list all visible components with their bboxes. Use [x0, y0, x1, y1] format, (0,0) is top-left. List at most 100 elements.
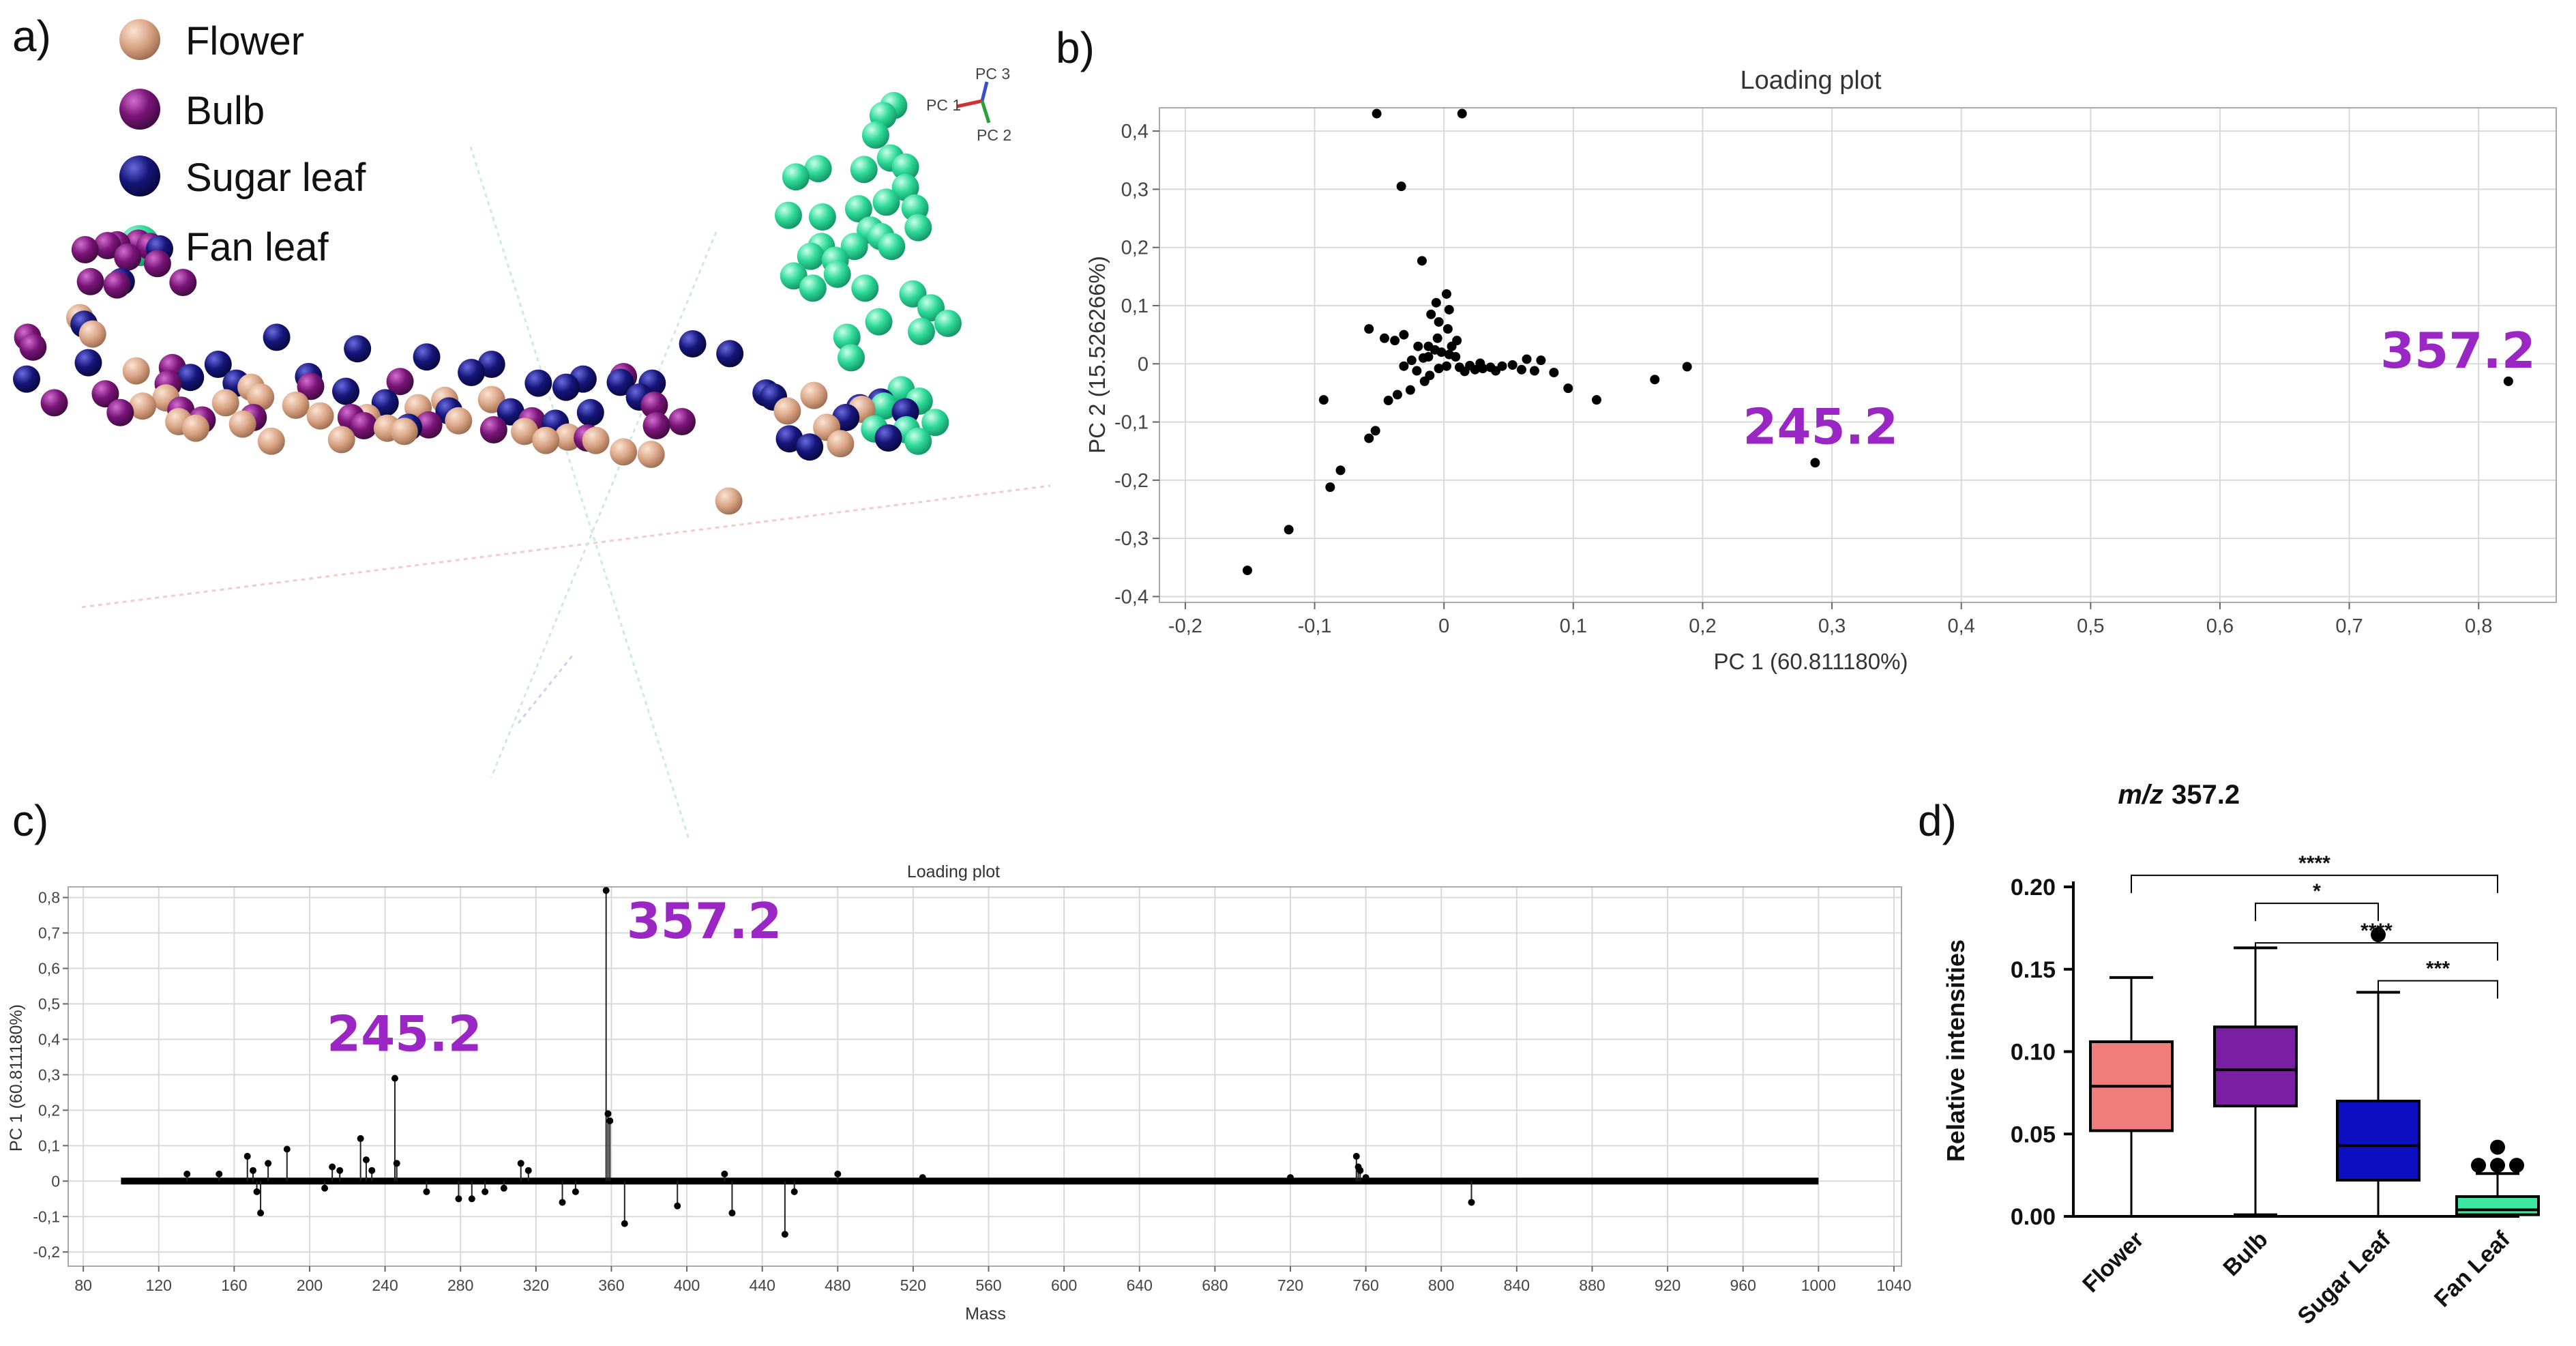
d-title-mz: m/z: [2118, 780, 2163, 810]
sphere-bulb-7: [114, 243, 142, 271]
c-xtick-label-13: 600: [1051, 1276, 1077, 1294]
sphere-sugar-leaf-16: [458, 359, 486, 386]
c-annotation-245: 245.2: [327, 1006, 482, 1063]
c-xtick-label-15: 680: [1202, 1276, 1228, 1294]
panel-b-loading-plot: b) Loading plot -0,2 -0,1 0 0,1 0,2 0,3 0,4 0,5…: [1056, 23, 2557, 674]
b-point-40: [1650, 375, 1660, 385]
c-peak-point-28: [559, 1199, 566, 1206]
b-annotation-245: 245.2: [1743, 398, 1898, 455]
c-xtick-label-7: 360: [598, 1276, 624, 1294]
b-ytick-label-4: 0: [1138, 353, 1149, 375]
sphere-sugar-leaf-27: [679, 330, 707, 357]
b-title: Loading plot: [1740, 66, 1882, 95]
c-peak-point-11: [329, 1163, 336, 1171]
b-point-1: [1457, 108, 1467, 119]
b-xtick-label-4: 0,2: [1689, 615, 1716, 637]
d-box-fan-leaf: [2455, 1195, 2540, 1216]
b-point-46: [1318, 395, 1329, 405]
b-ytick-label-6: 0,2: [1121, 237, 1149, 259]
legend-swatch-bulb: [119, 89, 160, 130]
c-peak-point-32: [482, 1188, 489, 1195]
sphere-bulb-31: [668, 408, 696, 435]
b-point-10: [1364, 324, 1374, 334]
legend-label-bulb: Bulb: [186, 89, 265, 133]
gizmo-label-pc1: PC 1: [926, 96, 961, 114]
c-peak-point-35: [423, 1188, 430, 1195]
sphere-sugar-leaf-2: [74, 349, 102, 377]
sphere-bulb-14: [103, 271, 131, 299]
sphere-sugar-leaf-31: [796, 433, 824, 461]
sphere-bulb-29: [640, 392, 668, 419]
sphere-fan-leaf-30: [907, 318, 935, 345]
legend-panel-a: Flower Bulb Sugar leaf Fan leaf: [119, 19, 366, 269]
sphere-fan-leaf-23: [799, 274, 827, 302]
b-point-48: [1364, 433, 1374, 443]
c-peak-point-15: [524, 1167, 532, 1174]
d-category-label-fan-leaf: Fan Leaf: [2429, 1226, 2515, 1312]
sphere-bulb-10: [143, 250, 171, 278]
d-significance-brackets: ************: [2131, 852, 2498, 999]
d-ytick-label-1: 0.05: [2011, 1122, 2056, 1147]
c-peak-point-19: [183, 1170, 191, 1177]
d-boxes: [2089, 927, 2540, 1218]
d-box-sugar-leaf: [2336, 1099, 2420, 1182]
b-point-57: [1432, 333, 1442, 343]
b-xtick-label-9: 0,7: [2335, 615, 2363, 637]
b-point-5: [1431, 297, 1441, 308]
panel-d-boxplot: d) m/z 357.2 0.000.050.100.150.20 ******…: [1918, 780, 2540, 1330]
d-category-labels: Flower Bulb Sugar Leaf Fan Leaf: [2077, 1226, 2515, 1330]
d-ytick-label-4: 0.20: [2011, 875, 2056, 901]
scores-spheres: [13, 91, 962, 515]
b-xtick-label-3: 0,1: [1560, 615, 1587, 637]
sphere-flower-7: [211, 389, 239, 417]
c-peak-point-8: [265, 1160, 272, 1167]
sphere-sugar-leaf-21: [552, 373, 580, 401]
d-outlier-fan-leaf-2: [2509, 1158, 2524, 1173]
c-peak-point-18: [1357, 1167, 1364, 1174]
sphere-bulb-1: [19, 333, 47, 361]
c-xtick-label-11: 520: [900, 1276, 926, 1294]
sphere-fan-leaf-25: [851, 274, 879, 302]
b-point-51: [1284, 525, 1294, 535]
d-sig-bracket-1: [2255, 903, 2379, 922]
sphere-flower-25: [582, 426, 610, 454]
sphere-fan-leaf-2: [861, 121, 889, 149]
3d-axes-lines: [81, 146, 1051, 840]
d-outlier-fan-leaf-1: [2490, 1158, 2505, 1173]
c-plot-frame: [68, 886, 1902, 1267]
c-ytick-label-4: 0,2: [38, 1101, 60, 1119]
sphere-fan-leaf-4: [891, 153, 919, 181]
c-peak-point-3: [391, 1074, 398, 1082]
sphere-flower-13: [306, 402, 334, 430]
sphere-flower-6: [182, 414, 210, 442]
c-xtick-label-9: 440: [749, 1276, 775, 1294]
sphere-flower-11: [257, 427, 285, 455]
sphere-fan-leaf-12: [891, 173, 919, 201]
b-point-4: [1441, 289, 1451, 299]
c-xtick-label-14: 640: [1127, 1276, 1153, 1294]
sphere-sugar-leaf-36: [874, 424, 902, 452]
legend-swatch-flower: [119, 19, 160, 60]
b-plot-frame: [1159, 107, 2557, 603]
c-ytick-label-6: 0,4: [38, 1030, 60, 1048]
d-sig-label-1: *: [2313, 880, 2321, 903]
c-grid: [68, 887, 1901, 1266]
b-xlabel: PC 1 (60.811180%): [1714, 649, 1908, 674]
b-point-52: [1242, 566, 1252, 576]
sphere-fan-leaf-10: [844, 195, 872, 222]
sphere-sugar-leaf-14: [413, 343, 441, 371]
b-ylabel: PC 2 (15.526266%): [1084, 256, 1110, 454]
d-outlier-fan-leaf-3: [2490, 1139, 2505, 1155]
sphere-flower-17: [390, 418, 418, 445]
sphere-flower-14: [327, 426, 355, 454]
c-annotation-357: 357.2: [627, 892, 782, 950]
sphere-fan-leaf-17: [904, 214, 932, 242]
c-peak-point-29: [572, 1188, 579, 1195]
c-xtick-label-10: 480: [825, 1276, 850, 1294]
d-title-value: 357.2: [2172, 780, 2240, 810]
sphere-fan-leaf-35: [870, 392, 898, 420]
b-point-34: [1529, 366, 1539, 376]
c-peak-point-34: [321, 1184, 329, 1192]
c-xtick-label-4: 240: [372, 1276, 398, 1294]
sphere-bulb-3: [71, 236, 99, 263]
